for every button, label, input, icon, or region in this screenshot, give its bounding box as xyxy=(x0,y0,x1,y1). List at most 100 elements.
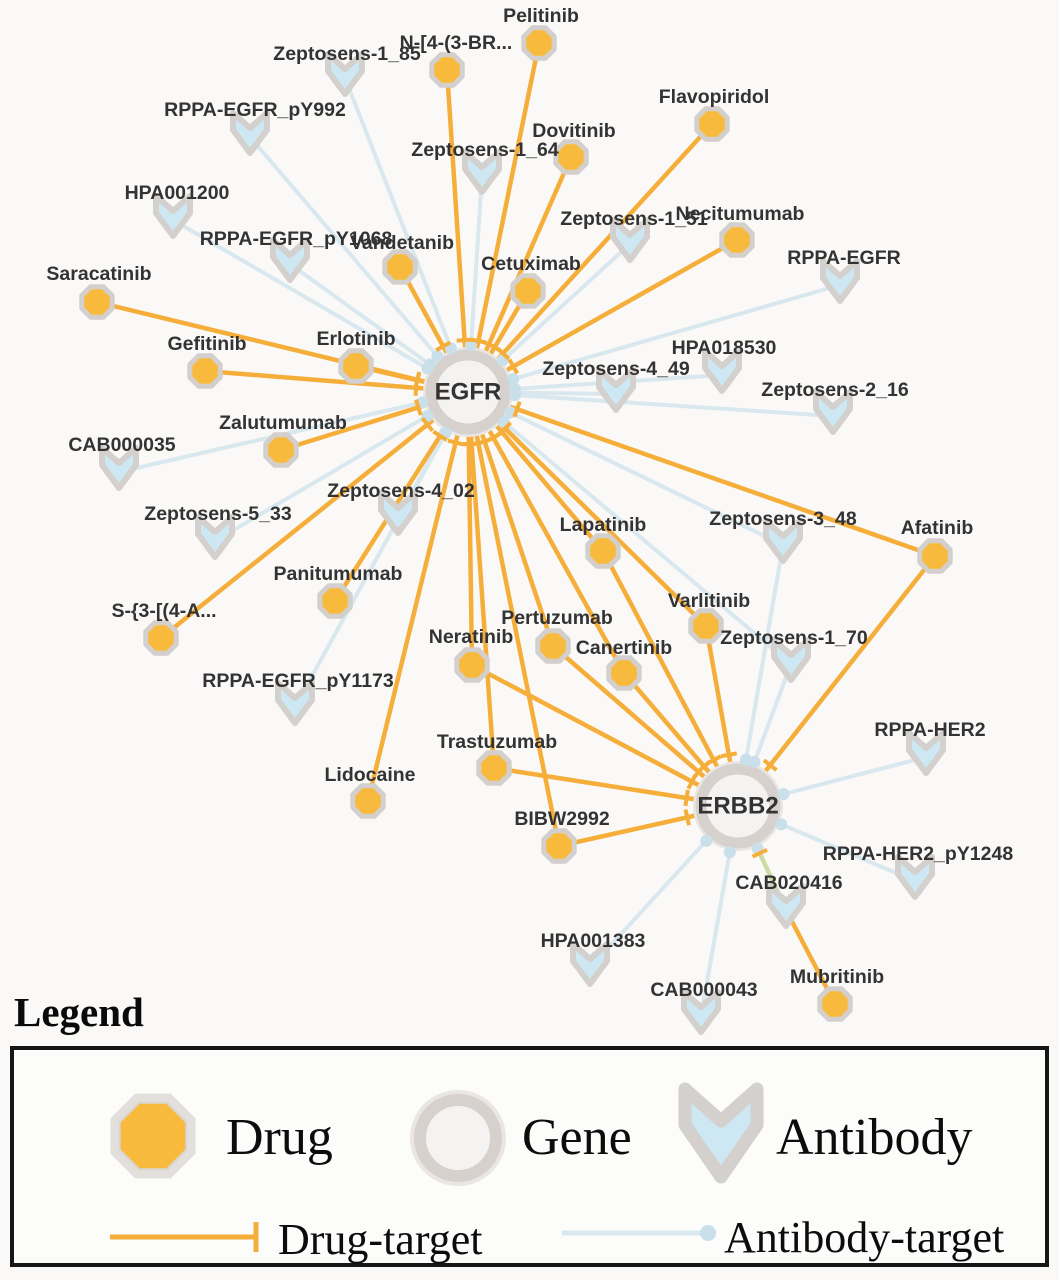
gene-legend-icon xyxy=(410,1090,506,1186)
antibody-node-zeptosens-1-64 xyxy=(462,149,502,195)
drug-target-legend-line xyxy=(110,1222,259,1252)
drug-label-erlotinib: Erlotinib xyxy=(316,328,395,350)
gene-label-erbb2: ERBB2 xyxy=(697,793,778,820)
antibody-label-hpa001383: HPA001383 xyxy=(541,930,646,952)
antibody-target-edge-egfr-rppa-egfr-py1173 xyxy=(293,391,470,708)
drug-label-saracatinib: Saracatinib xyxy=(46,263,151,285)
antibody-node-cab020416 xyxy=(766,883,806,929)
drug-edge-tbar xyxy=(512,401,522,418)
antibody-target-edge-egfr-zeptosens-3-48 xyxy=(467,390,784,547)
antibody-node-rppa-egfr xyxy=(820,258,860,304)
antibody-label-zeptosens-2-16: Zeptosens-2_16 xyxy=(761,379,909,401)
drug-label-s-3-4-a: S-{3-[(4-A... xyxy=(111,600,216,622)
drug-edge-tbar xyxy=(485,431,502,444)
antibody-label-rppa-egfr-py1173: RPPA-EGFR_pY1173 xyxy=(202,670,394,692)
drug-legend-icon xyxy=(110,1093,196,1179)
legend-antibody-target-label: Antibody-target xyxy=(724,1213,1005,1262)
drug-icon-octagon xyxy=(118,1101,188,1171)
drug-target-edge-egfr-pelitinib xyxy=(465,42,542,393)
drug-edge-tbar xyxy=(432,429,448,442)
drug-node-saracatinib xyxy=(79,284,115,320)
drug-label-lidocaine: Lidocaine xyxy=(324,764,415,786)
antibody-edge-dot xyxy=(723,846,736,859)
drug-edge-tbar xyxy=(486,341,503,354)
drug-node-afatinib xyxy=(917,538,953,574)
drug-label-afatinib: Afatinib xyxy=(901,517,974,539)
antibody-node-zeptosens-3-48 xyxy=(763,518,803,564)
drug-edge-tbar xyxy=(683,789,690,807)
drug-label-cetuximab: Cetuximab xyxy=(481,253,581,275)
antibody-target-edge-egfr-hpa001200 xyxy=(171,218,470,394)
antibody-target-legend-line xyxy=(562,1225,716,1241)
antibody-node-zeptosens-1-70 xyxy=(771,637,811,683)
drug-edge-tbar xyxy=(507,358,519,375)
antibody-node-zeptosens-2-16 xyxy=(813,389,853,435)
antibody-node-cab000035 xyxy=(99,445,139,491)
antibody-edge-dot xyxy=(748,755,761,768)
antibody-label-hpa001200: HPA001200 xyxy=(125,182,230,204)
drug-node-gefitinib xyxy=(187,353,223,389)
antibody-label-zeptosens-1-85: Zeptosens-1_85 xyxy=(273,43,421,65)
antibody-node-hpa001200 xyxy=(153,193,193,239)
drug-target-edge-erbb2-lapatinib xyxy=(601,549,740,808)
antibody-label-zeptosens-3-48: Zeptosens-3_48 xyxy=(709,508,857,530)
gene-icon-ring xyxy=(414,1094,502,1182)
legend-antibody-label: Antibody xyxy=(776,1109,973,1166)
drug-node-erlotinib xyxy=(338,348,374,384)
drug-node-pelitinib xyxy=(521,25,557,61)
drug-label-bibw2992: BIBW2992 xyxy=(514,808,610,830)
antibody-label-zeptosens-4-02: Zeptosens-4_02 xyxy=(327,480,475,502)
drug-node-zalutumumab xyxy=(263,432,299,468)
antibody-target-edge-egfr-cab000035 xyxy=(118,390,469,474)
antibody-target-dot xyxy=(700,1225,716,1241)
drug-label-trastuzumab: Trastuzumab xyxy=(437,731,557,753)
drug-node-lapatinib xyxy=(585,533,621,569)
antibody-edge-dot xyxy=(423,358,436,371)
drug-label-mubritinib: Mubritinib xyxy=(790,966,884,988)
drug-label-neratinib: Neratinib xyxy=(429,626,514,648)
antibody-node-cab000043 xyxy=(681,989,721,1035)
drug-target-edge-egfr-lidocaine xyxy=(365,391,471,802)
legend-drug-label: Drug xyxy=(226,1109,333,1166)
drug-label-n-4-3-br: N-[4-(3-BR... xyxy=(400,32,513,54)
drug-node-dovitinib xyxy=(553,139,589,175)
antibody-label-cab000043: CAB000043 xyxy=(650,979,757,1001)
drug-target-edge-egfr-afatinib xyxy=(467,389,936,559)
antibody-edge-dot xyxy=(700,834,713,847)
drug-label-vandetanib: Vandetanib xyxy=(350,232,454,254)
antibody-node-zeptosens-1-85 xyxy=(325,51,365,97)
drug-node-mubritinib xyxy=(817,986,853,1022)
legend-drug-target-label: Drug-target xyxy=(278,1215,483,1264)
drug-node-panitumumab xyxy=(317,583,353,619)
antibody-label-zeptosens-1-64: Zeptosens-1_64 xyxy=(411,139,559,161)
drug-edge-tbar xyxy=(456,337,473,343)
drug-label-pelitinib: Pelitinib xyxy=(503,5,579,27)
drug-node-flavopiridol xyxy=(694,106,730,142)
antibody-node-hpa018530 xyxy=(702,348,742,394)
drug-label-gefitinib: Gefitinib xyxy=(167,333,246,355)
drug-edge-tbar xyxy=(435,340,452,352)
antibody-node-rppa-her2-py1248 xyxy=(895,854,935,900)
antibody-edge-dot xyxy=(431,350,444,363)
drug-node-s-3-4-a xyxy=(143,620,179,656)
label-layer: Pelitinib N-[4-(3-BR... Flavopiridol Doviti… xyxy=(46,5,1013,1001)
antibody-label-zeptosens-5-33: Zeptosens-5_33 xyxy=(144,503,292,525)
node-layer xyxy=(79,25,953,1035)
drug-edge-tbar xyxy=(751,848,768,859)
drug-edge-tbar xyxy=(696,759,712,774)
antibody-legend-icon xyxy=(678,1082,764,1184)
antibody-label-rppa-her2-py1248: RPPA-HER2_pY1248 xyxy=(823,843,1014,865)
drug-edge-tbar xyxy=(762,758,778,772)
edge-endings-layer xyxy=(413,337,790,859)
legend-box: Drug Gene Antibody Drug-target Antibody-… xyxy=(10,1046,1049,1267)
antibody-node-rppa-egfr-py992 xyxy=(230,110,270,156)
antibody-edge-dot xyxy=(777,788,790,801)
legend-gene-label: Gene xyxy=(522,1109,632,1166)
drug-edge-tbar xyxy=(683,809,691,826)
drug-target-edge-egfr-bibw2992 xyxy=(465,391,562,847)
drug-label-dovitinib: Dovitinib xyxy=(532,120,615,142)
antibody-label-zeptosens-1-70: Zeptosens-1_70 xyxy=(720,627,868,649)
antibody-label-rppa-egfr: RPPA-EGFR xyxy=(787,247,900,269)
